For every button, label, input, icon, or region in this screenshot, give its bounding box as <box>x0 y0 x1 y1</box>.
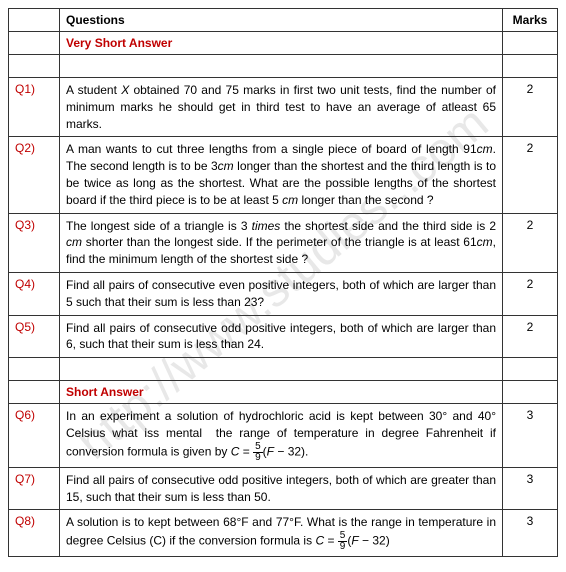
question-text: Find all pairs of consecutive even posit… <box>60 272 503 315</box>
qnum: Q2) <box>9 137 60 213</box>
empty-row <box>9 55 558 78</box>
marks: 3 <box>503 510 558 557</box>
marks: 3 <box>503 467 558 510</box>
marks: 2 <box>503 272 558 315</box>
qnum: Q1) <box>9 78 60 137</box>
marks: 2 <box>503 78 558 137</box>
qnum: Q5) <box>9 315 60 358</box>
marks: 2 <box>503 213 558 272</box>
qnum: Q7) <box>9 467 60 510</box>
question-text: A student X obtained 70 and 75 marks in … <box>60 78 503 137</box>
question-row: Q8) A solution is to kept between 68°F a… <box>9 510 558 557</box>
question-row: Q2) A man wants to cut three lengths fro… <box>9 137 558 213</box>
qnum: Q4) <box>9 272 60 315</box>
questions-table: Questions Marks Very Short Answer Q1) A … <box>8 8 558 557</box>
marks: 2 <box>503 137 558 213</box>
question-text: A solution is to kept between 68°F and 7… <box>60 510 503 557</box>
marks: 2 <box>503 315 558 358</box>
question-text: A man wants to cut three lengths from a … <box>60 137 503 213</box>
question-row: Q5) Find all pairs of consecutive odd po… <box>9 315 558 358</box>
header-marks: Marks <box>503 9 558 32</box>
question-row: Q4) Find all pairs of consecutive even p… <box>9 272 558 315</box>
question-row: Q6) In an experiment a solution of hydro… <box>9 404 558 468</box>
question-text: Find all pairs of consecutive odd positi… <box>60 467 503 510</box>
header-row: Questions Marks <box>9 9 558 32</box>
section-very-short: Very Short Answer <box>60 32 503 55</box>
empty-row <box>9 358 558 381</box>
question-text: Find all pairs of consecutive odd positi… <box>60 315 503 358</box>
section-row: Short Answer <box>9 381 558 404</box>
qnum: Q3) <box>9 213 60 272</box>
section-short: Short Answer <box>60 381 503 404</box>
section-row: Very Short Answer <box>9 32 558 55</box>
question-row: Q7) Find all pairs of consecutive odd po… <box>9 467 558 510</box>
qnum: Q8) <box>9 510 60 557</box>
header-questions: Questions <box>60 9 503 32</box>
header-qnum <box>9 9 60 32</box>
question-text: In an experiment a solution of hydrochlo… <box>60 404 503 468</box>
question-text: The longest side of a triangle is 3 time… <box>60 213 503 272</box>
qnum: Q6) <box>9 404 60 468</box>
marks: 3 <box>503 404 558 468</box>
question-row: Q1) A student X obtained 70 and 75 marks… <box>9 78 558 137</box>
question-row: Q3) The longest side of a triangle is 3 … <box>9 213 558 272</box>
